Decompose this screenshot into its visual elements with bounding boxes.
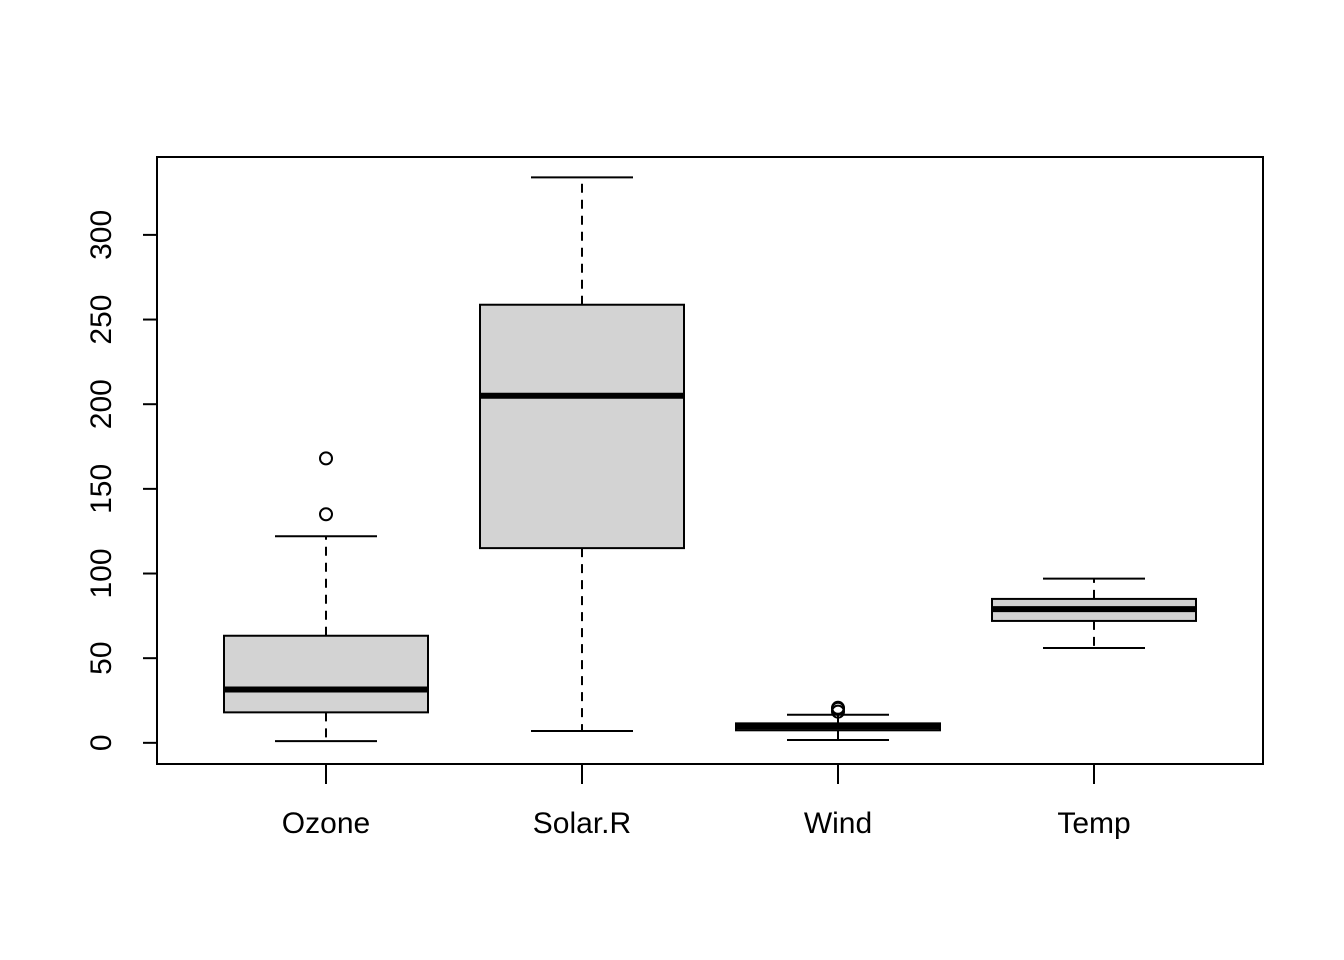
y-tick-label: 0 — [85, 734, 118, 751]
y-tick-label: 150 — [85, 464, 118, 514]
box-group-temp — [991, 577, 1197, 650]
y-tick-label: 50 — [85, 641, 118, 674]
plot-frame — [156, 156, 1264, 765]
y-tick-label: 100 — [85, 548, 118, 598]
outlier-point-wind-2 — [831, 700, 845, 715]
box-solar-r — [479, 303, 685, 550]
x-tick-label: Solar.R — [533, 807, 631, 840]
boxes-layer — [223, 176, 1197, 743]
outlier-point-ozone-0 — [319, 507, 333, 522]
box-group-wind — [735, 700, 941, 741]
x-tick-label: Temp — [1057, 807, 1130, 840]
box-ozone — [223, 634, 429, 714]
y-tick-label: 300 — [85, 210, 118, 260]
x-tick-label: Ozone — [282, 807, 370, 840]
outlier-point-ozone-1 — [319, 451, 333, 466]
x-tick-label: Wind — [804, 807, 872, 840]
box-group-ozone — [223, 451, 429, 743]
box-group-solar-r — [479, 176, 685, 732]
y-tick-label: 200 — [85, 379, 118, 429]
y-tick-label: 250 — [85, 295, 118, 345]
